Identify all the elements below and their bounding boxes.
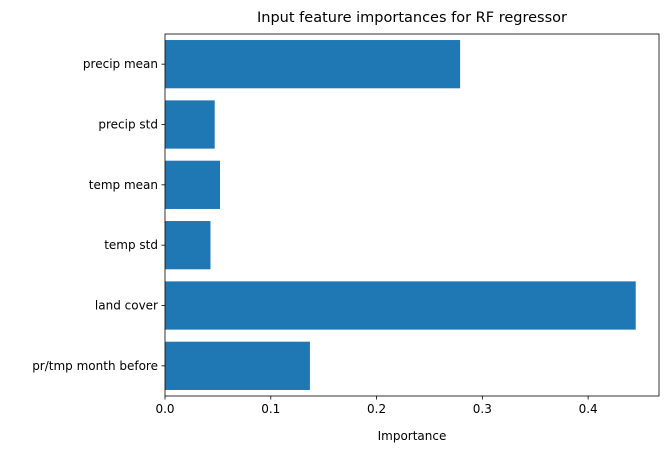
bar-5 [165,341,310,390]
chart-title: Input feature importances for RF regress… [257,10,567,26]
y-tick-label-1: precip std [98,118,158,132]
y-axis-ticks: precip mean precip std temp mean temp std la… [32,57,165,373]
bar-0 [165,40,461,89]
plot-frame [164,33,660,397]
y-tick-label-3: temp std [104,238,158,252]
x-tick-label-0: 0.0 [155,402,174,416]
x-tick-label-4: 0.4 [579,402,598,416]
x-tick-label-3: 0.3 [473,402,492,416]
x-tick-label-1: 0.1 [261,402,280,416]
bar-group [165,40,636,390]
bar-3 [165,221,211,270]
bar-4 [165,281,636,330]
y-tick-label-5: pr/tmp month before [32,359,158,373]
y-tick-label-0: precip mean [83,57,158,71]
bar-1 [165,100,215,149]
x-axis-ticks: 0.0 0.1 0.2 0.3 0.4 [155,396,598,416]
bar-2 [165,160,221,209]
x-tick-label-2: 0.2 [367,402,386,416]
y-tick-label-2: temp mean [89,178,158,192]
y-tick-label-4: land cover [95,299,158,313]
x-axis-label: Importance [378,429,447,443]
